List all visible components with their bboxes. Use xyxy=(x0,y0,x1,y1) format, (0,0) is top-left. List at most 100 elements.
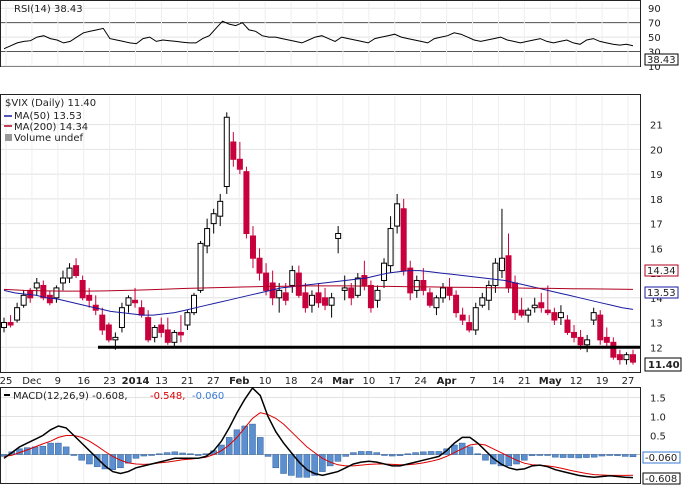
panel-frames xyxy=(0,0,641,484)
candle xyxy=(151,325,158,343)
candle-body-down xyxy=(249,235,256,259)
candle xyxy=(564,315,571,335)
macd-legend-main: MACD(12,26,9) -0.608, xyxy=(13,391,128,402)
candle xyxy=(630,349,636,365)
macd-histogram-bar xyxy=(396,454,404,456)
macd-histogram-bar xyxy=(629,454,637,458)
candle xyxy=(551,307,558,326)
candle-body-up xyxy=(394,203,401,227)
candle-body-down xyxy=(466,322,473,331)
macd-line xyxy=(3,386,634,479)
candle-body-up xyxy=(191,294,198,314)
last-price-badge-text: 11.40 xyxy=(648,360,680,371)
candle xyxy=(505,233,512,293)
macd-histogram-bar xyxy=(264,454,272,457)
candle-body-up xyxy=(197,242,204,291)
candle-body-up xyxy=(308,294,315,306)
candle xyxy=(276,282,283,313)
candle-body-up xyxy=(623,354,630,361)
candle xyxy=(249,226,256,269)
x-axis-label: 14 xyxy=(492,376,505,387)
candle-body-up xyxy=(381,262,388,281)
candle xyxy=(99,307,106,335)
candle-body-down xyxy=(616,354,623,361)
macd-histogram-bar xyxy=(451,444,458,455)
macd-tick-label: 1.0 xyxy=(650,413,666,424)
candle xyxy=(341,275,348,301)
ma200-badge-box xyxy=(644,264,679,277)
macd-histogram-bar xyxy=(536,454,544,456)
macd-histogram-bar xyxy=(342,454,349,457)
macd-histogram-bar xyxy=(39,445,47,455)
ma50-badge: 13.53 xyxy=(644,286,679,299)
macd-histogram-bar xyxy=(590,454,598,458)
rsi-tick-label: 30 xyxy=(648,48,661,59)
macd-histogram-bar xyxy=(101,454,109,470)
candle-body-up xyxy=(184,312,191,326)
macd-histogram-bar xyxy=(389,454,396,457)
candle-body-up xyxy=(217,200,224,217)
candle-body-up xyxy=(151,326,158,338)
candle-body-up xyxy=(485,284,492,301)
x-axis-label: 9 xyxy=(55,376,61,387)
candle-body-down xyxy=(446,287,453,296)
candle-body-down xyxy=(630,354,636,363)
candle-body-down xyxy=(571,331,578,338)
last-price-badge-box xyxy=(644,357,682,372)
candle xyxy=(197,240,204,293)
candle xyxy=(446,278,453,301)
candle-body-down xyxy=(551,312,558,321)
macd-histogram-bar xyxy=(280,454,287,474)
x-axis-label: 17 xyxy=(388,376,401,387)
candle-body-down xyxy=(597,314,604,341)
macd-histogram-bar xyxy=(521,454,528,461)
ma50-legend-label: MA(50) 13.53 xyxy=(14,111,82,122)
macd-histogram-bar xyxy=(218,444,225,455)
candle-body-up xyxy=(204,228,211,247)
candle xyxy=(223,112,230,194)
candle-body-down xyxy=(105,324,112,341)
macd-histogram-bar xyxy=(567,454,575,458)
candle-body-up xyxy=(525,309,532,316)
candle xyxy=(466,315,473,333)
candle xyxy=(125,295,132,313)
candle-body-up xyxy=(59,277,66,284)
candle-body-down xyxy=(407,267,414,294)
rsi-legend-label: RSI(14) 38.43 xyxy=(14,4,83,15)
ma200-badge: 14.34 xyxy=(644,264,679,277)
candle-body-up xyxy=(171,331,178,343)
rsi-panel: RSI(14) 38.43 90 70 50 30 10 38.43 xyxy=(3,4,679,73)
ma50-badge-text: 13.53 xyxy=(647,288,676,299)
price-tick-label: 14 xyxy=(650,294,663,305)
macd-legend: MACD(12,26,9) -0.608, -0.548, -0.060 xyxy=(4,391,224,402)
macd-histogram-bar xyxy=(187,453,194,455)
x-axis-label: Feb xyxy=(229,376,249,387)
macd-histogram-bar xyxy=(86,454,93,465)
macd-histogram-bar xyxy=(412,452,419,455)
candle-body-up xyxy=(531,304,538,309)
candle-body-up xyxy=(354,277,361,296)
macd-histogram-bar xyxy=(319,454,326,472)
x-axis-label: Apr xyxy=(437,376,457,387)
candle xyxy=(426,287,433,308)
candle xyxy=(210,208,217,234)
candle xyxy=(571,325,578,343)
candle-body-down xyxy=(420,279,427,291)
macd-histogram-bar xyxy=(474,453,481,455)
price-tick-label: 13 xyxy=(650,319,663,330)
candle-body-up xyxy=(374,289,381,301)
macd-legend-signal: -0.548, xyxy=(150,391,185,402)
price-tick-label: 19 xyxy=(650,170,663,181)
x-axis-label: 21 xyxy=(181,376,194,387)
candle-body-up xyxy=(439,287,446,299)
x-axis-label: 7 xyxy=(469,376,475,387)
candle-body-down xyxy=(145,317,152,341)
macd-hist-badge-box xyxy=(642,451,681,464)
candle-body-up xyxy=(479,297,486,306)
candle-body-up xyxy=(125,297,132,306)
candle xyxy=(348,282,355,306)
macd-histogram-bar xyxy=(272,454,280,469)
candle-body-down xyxy=(40,284,47,299)
candle-body-up xyxy=(557,312,564,319)
candle xyxy=(616,349,623,365)
